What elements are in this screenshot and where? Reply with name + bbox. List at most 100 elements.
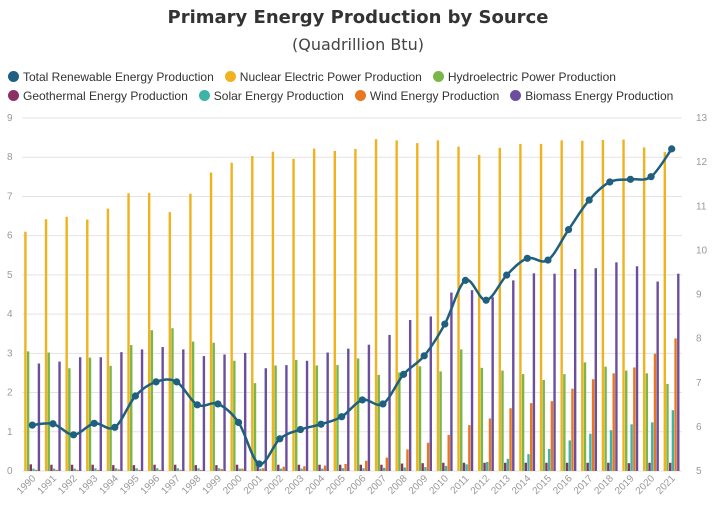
bar-hydroelectric-power-production2021 [666, 383, 669, 471]
bar-geothermal-energy-production1995 [132, 465, 136, 471]
bar-solar-energy-production2010 [444, 465, 448, 471]
bar-biomass-energy-production1994 [120, 352, 123, 471]
bar-biomass-energy-production1997 [182, 349, 185, 471]
bar-biomass-energy-production2021 [677, 273, 680, 471]
bar-biomass-energy-production2012 [491, 297, 494, 471]
bar-nuclear-electric-power-production2004 [312, 148, 316, 472]
y-left-tick-label: 9 [7, 113, 13, 124]
bar-biomass-energy-production1991 [58, 361, 61, 471]
x-tick-label: 2000 [221, 473, 245, 497]
bar-solar-energy-production1995 [135, 468, 138, 471]
point-total-renewable-2004 [317, 420, 325, 428]
bar-biomass-energy-production2015 [553, 273, 556, 471]
bar-nuclear-electric-power-production2009 [416, 143, 419, 471]
legend-item-hydroelectric[interactable]: Hydroelectric Power Production [432, 70, 616, 84]
x-tick-label: 2014 [510, 473, 534, 497]
x-tick-label: 2020 [634, 473, 658, 497]
x-tick-label: 1994 [97, 473, 121, 497]
legend-item-geothermal[interactable]: Geothermal Energy Production [8, 89, 188, 103]
bar-nuclear-electric-power-production2021 [663, 152, 666, 471]
bar-geothermal-energy-production2021 [668, 462, 672, 471]
chart-subtitle: (Quadrillion Btu) [292, 35, 424, 54]
x-tick-label: 1997 [159, 473, 183, 497]
x-tick-label: 1995 [118, 473, 142, 497]
bar-nuclear-electric-power-production2012 [477, 154, 481, 471]
bar-solar-energy-production2018 [609, 430, 613, 471]
bar-wind-energy-production1993 [96, 469, 100, 471]
point-total-renewable-2019 [626, 175, 635, 183]
bar-biomass-energy-production2000 [243, 352, 247, 471]
bar-nuclear-electric-power-production1996 [147, 192, 151, 472]
bar-solar-energy-production2020 [651, 422, 654, 471]
bar-nuclear-electric-power-production1990 [24, 231, 27, 471]
point-total-renewable-2006 [358, 396, 366, 404]
bar-wind-energy-production1992 [76, 469, 79, 471]
bar-biomass-energy-production2014 [532, 273, 536, 471]
legend-swatch-geothermal [8, 90, 19, 101]
bar-nuclear-electric-power-production1993 [86, 219, 89, 471]
bar-geothermal-energy-production1991 [50, 464, 53, 471]
legend-label-biomass: Biomass Energy Production [525, 88, 674, 103]
bar-nuclear-electric-power-production2005 [333, 150, 336, 472]
bar-wind-energy-production2006 [365, 460, 368, 471]
legend-item-nuclear[interactable]: Nuclear Electric Power Production [224, 69, 422, 84]
bar-biomass-energy-production2007 [388, 334, 391, 471]
bar-wind-energy-production1997 [179, 469, 182, 471]
y-left-tick-label: 1 [7, 427, 13, 438]
bar-biomass-energy-production1998 [202, 356, 206, 471]
bar-nuclear-electric-power-production1992 [65, 216, 68, 471]
bar-biomass-energy-production2016 [573, 269, 577, 471]
bar-hydroelectric-power-production2006 [356, 358, 360, 471]
bar-solar-energy-production2014 [527, 454, 530, 471]
bar-biomass-energy-production2020 [656, 281, 659, 471]
bar-wind-energy-production1996 [158, 469, 162, 471]
bar-biomass-energy-production2001 [264, 368, 267, 471]
bar-solar-energy-production2007 [382, 467, 386, 471]
bar-wind-energy-production2010 [447, 434, 450, 471]
bar-hydroelectric-power-production2010 [439, 371, 442, 471]
legend-label-nuclear: Nuclear Electric Power Production [239, 69, 422, 84]
y-right-tick-label: 12 [696, 157, 708, 168]
bar-hydroelectric-power-production1996 [150, 330, 154, 471]
legend-item-solar[interactable]: Solar Energy Production [198, 89, 344, 103]
bar-geothermal-energy-production1994 [112, 465, 115, 471]
bar-geothermal-energy-production1992 [70, 464, 74, 471]
legend-item-wind[interactable]: Wind Energy Production [354, 89, 499, 103]
bar-solar-energy-production2006 [362, 468, 365, 471]
bar-solar-energy-production1999 [217, 468, 221, 471]
point-total-renewable-2005 [338, 413, 346, 421]
point-total-renewable-2013 [503, 271, 511, 279]
bar-wind-energy-production2011 [468, 425, 471, 471]
bar-hydroelectric-power-production1991 [47, 352, 50, 471]
point-total-renewable-2000 [234, 418, 243, 427]
x-tick-label: 2012 [469, 473, 493, 497]
bar-solar-energy-production2015 [547, 449, 551, 471]
y-left-tick-label: 3 [7, 348, 13, 359]
legend-item-total-renewable[interactable]: Total Renewable Energy Production [8, 70, 214, 84]
legend-row-1: Total Renewable Energy Production Nuclea… [8, 68, 708, 85]
bar-nuclear-electric-power-production2020 [642, 147, 646, 471]
bar-hydroelectric-power-production2013 [501, 370, 504, 471]
x-tick-label: 2011 [449, 473, 472, 496]
legend-item-biomass[interactable]: Biomass Energy Production [510, 89, 673, 103]
point-total-renewable-1999 [214, 400, 222, 408]
bar-geothermal-energy-production2018 [607, 462, 610, 471]
bar-geothermal-energy-production2003 [297, 464, 301, 471]
bar-solar-energy-production2003 [300, 468, 303, 471]
x-tick-label: 2003 [283, 473, 307, 497]
bar-geothermal-energy-production1993 [91, 464, 94, 471]
bar-nuclear-electric-power-production2013 [498, 147, 501, 471]
bar-solar-energy-production2021 [671, 410, 675, 471]
y-right-tick-label: 7 [696, 378, 702, 389]
point-total-renewable-1991 [49, 420, 57, 428]
bar-biomass-energy-production2013 [512, 280, 515, 471]
bar-biomass-energy-production2004 [326, 352, 329, 471]
bar-wind-energy-production2005 [344, 463, 347, 471]
bar-hydroelectric-power-production2004 [315, 365, 319, 471]
y-right-tick-label: 10 [696, 245, 708, 256]
y-left-tick-label: 8 [7, 152, 13, 163]
legend-label-total-renewable: Total Renewable Energy Production [23, 69, 214, 84]
y-left-tick-label: 2 [7, 388, 13, 399]
bar-wind-energy-production2017 [591, 379, 595, 471]
chart-legend: Total Renewable Energy Production Nuclea… [8, 68, 708, 106]
